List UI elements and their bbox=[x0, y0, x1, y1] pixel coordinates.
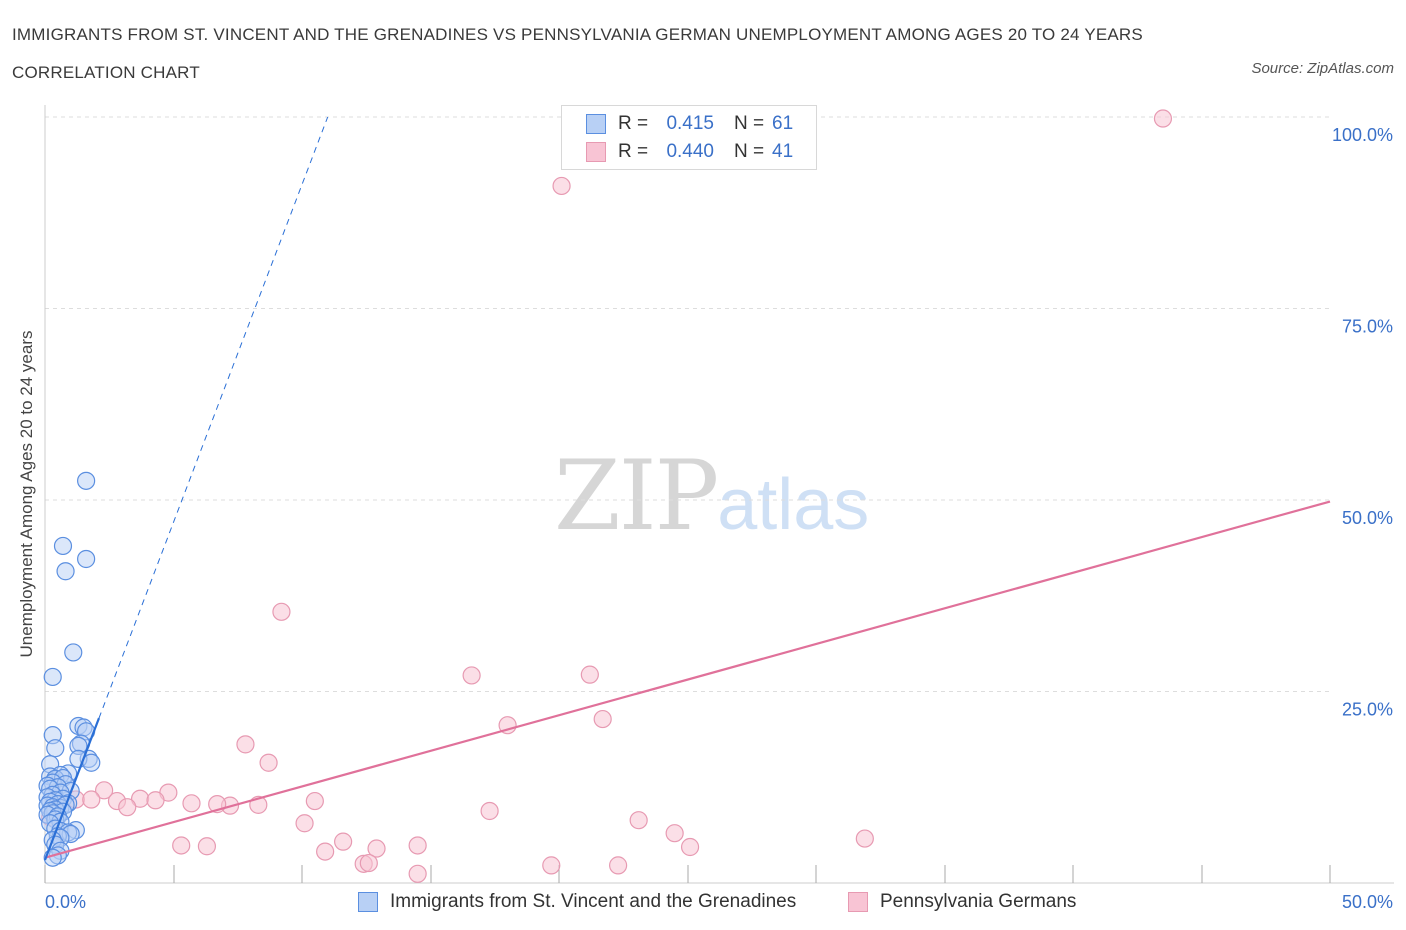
data-point-pennsylvania-germans bbox=[542, 856, 561, 875]
y-tick-label: 50.0% bbox=[1342, 508, 1393, 528]
legend-label-pennsylvania-germans: Pennsylvania Germans bbox=[880, 891, 1077, 912]
data-point-pennsylvania-germans bbox=[552, 176, 571, 196]
data-point-pennsylvania-germans bbox=[316, 842, 335, 861]
legend-r-label: R = bbox=[618, 141, 649, 162]
data-point-pennsylvania-germans bbox=[82, 790, 101, 809]
chart-title: IMMIGRANTS FROM ST. VINCENT AND THE GREN… bbox=[12, 25, 1143, 82]
legend-n-value: 41 bbox=[772, 141, 794, 162]
data-point-pennsylvania-germans bbox=[408, 836, 427, 855]
data-point-pennsylvania-germans bbox=[665, 824, 684, 843]
data-point-pennsylvania-germans bbox=[172, 836, 191, 855]
data-point-st-vincent bbox=[77, 549, 96, 569]
data-point-pennsylvania-germans bbox=[629, 811, 648, 830]
x-tick-label-max: 50.0% bbox=[1342, 892, 1393, 912]
y-tick-label: 75.0% bbox=[1342, 317, 1393, 337]
data-point-pennsylvania-germans bbox=[480, 801, 499, 821]
legend-n-label: N = bbox=[734, 141, 765, 162]
data-point-pennsylvania-germans bbox=[236, 735, 255, 754]
data-point-st-vincent bbox=[43, 667, 62, 687]
watermark-zip: ZIP bbox=[554, 440, 719, 552]
data-point-st-vincent bbox=[64, 643, 83, 662]
data-point-pennsylvania-germans bbox=[334, 832, 353, 851]
x-tick-label-min: 0.0% bbox=[45, 892, 86, 912]
data-point-pennsylvania-germans bbox=[197, 837, 217, 856]
legend-row-blue: R = 0.415 N = 61 bbox=[586, 112, 793, 136]
legend-item-pennsylvania-germans: Pennsylvania Germans bbox=[848, 889, 1076, 915]
y-tick-label: 100.0% bbox=[1332, 125, 1393, 145]
correlation-legend: R = 0.415 N = 61 R = 0.440 N = 41 bbox=[561, 105, 817, 170]
trend-line-st-vincent-solid bbox=[43, 717, 100, 861]
trend-line-st-vincent-dashed bbox=[98, 116, 329, 719]
data-point-pennsylvania-germans bbox=[118, 798, 137, 817]
data-point-pennsylvania-germans bbox=[367, 839, 386, 858]
legend-n-label: N = bbox=[734, 113, 765, 134]
legend-swatch-pink bbox=[586, 142, 606, 162]
data-point-st-vincent bbox=[56, 562, 75, 581]
legend-swatch-pink bbox=[848, 892, 868, 912]
data-point-pennsylvania-germans bbox=[1153, 109, 1173, 128]
data-point-pennsylvania-germans bbox=[305, 791, 324, 811]
watermark: ZIPatlas bbox=[554, 440, 869, 552]
series-st-vincent-immigrants bbox=[38, 471, 101, 867]
data-point-pennsylvania-germans bbox=[272, 602, 291, 621]
data-point-pennsylvania-germans bbox=[580, 665, 599, 684]
data-point-pennsylvania-germans bbox=[408, 864, 427, 883]
data-point-pennsylvania-germans bbox=[95, 781, 114, 800]
data-point-pennsylvania-germans bbox=[680, 837, 700, 857]
data-point-pennsylvania-germans bbox=[359, 853, 378, 873]
data-point-st-vincent bbox=[46, 739, 65, 758]
trend-line-pennsylvania-germans bbox=[44, 500, 1331, 859]
data-point-pennsylvania-germans bbox=[462, 666, 481, 685]
data-point-pennsylvania-germans bbox=[295, 814, 314, 833]
gridlines bbox=[45, 116, 1330, 692]
data-point-pennsylvania-germans bbox=[593, 709, 612, 729]
trend-lines bbox=[43, 116, 1331, 861]
series-pennsylvania-germans bbox=[41, 109, 1173, 883]
legend-r-value: 0.440 bbox=[666, 141, 714, 162]
legend-label-st-vincent: Immigrants from St. Vincent and the Gren… bbox=[390, 891, 797, 912]
data-point-st-vincent bbox=[53, 536, 73, 556]
data-point-pennsylvania-germans bbox=[609, 856, 628, 875]
axes bbox=[44, 105, 1394, 884]
legend-n-value: 61 bbox=[772, 113, 794, 134]
legend-row-pink: R = 0.440 N = 41 bbox=[586, 140, 793, 164]
data-point-st-vincent bbox=[77, 471, 96, 490]
legend-item-st-vincent: Immigrants from St. Vincent and the Gren… bbox=[358, 889, 796, 915]
legend-r-label: R = bbox=[618, 113, 649, 134]
data-point-pennsylvania-germans bbox=[182, 794, 201, 813]
legend-swatch-blue bbox=[586, 114, 606, 134]
data-point-pennsylvania-germans bbox=[259, 753, 278, 772]
tick-labels: 25.0% 50.0% 75.0% 100.0% 0.0% 50.0% bbox=[45, 125, 1393, 912]
source-label: Source: ZipAtlas.com bbox=[1251, 60, 1394, 77]
legend-r-value: 0.415 bbox=[666, 113, 714, 134]
data-point-pennsylvania-germans bbox=[855, 829, 874, 848]
y-tick-label: 25.0% bbox=[1342, 700, 1393, 720]
watermark-atlas: atlas bbox=[717, 465, 870, 545]
legend-swatch-blue bbox=[358, 892, 378, 912]
data-point-pennsylvania-germans bbox=[146, 791, 165, 810]
